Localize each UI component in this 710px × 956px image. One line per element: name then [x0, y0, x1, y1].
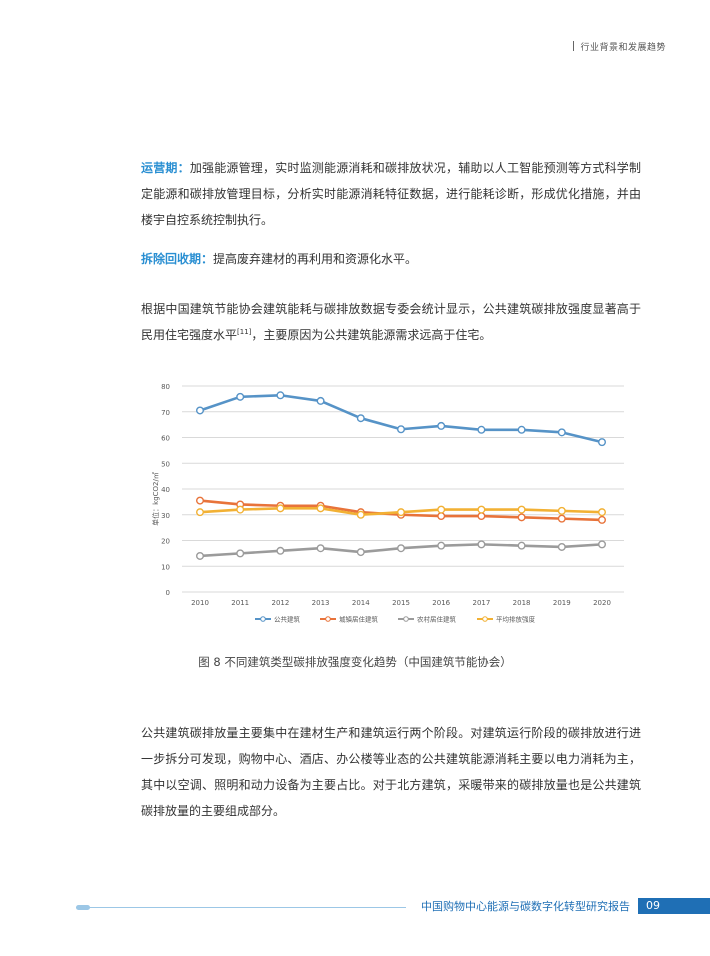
data-point	[437, 512, 446, 521]
paragraph-demolition: 拆除回收期：提高废弃建材的再利用和资源化水平。	[141, 246, 641, 272]
legend-marker	[403, 616, 409, 622]
y-tick-label: 40	[161, 486, 170, 494]
legend-label: 平均排放强度	[496, 615, 536, 624]
chart-svg: 0 10 20 30 40 50 60 70 80 2010 2011 2012 2013 2014 201…	[151, 383, 624, 624]
x-tick-label: 2018	[513, 599, 531, 607]
data-point	[276, 546, 285, 555]
data-point	[316, 396, 325, 405]
data-point	[437, 421, 446, 430]
data-point	[276, 391, 285, 400]
footer-accent	[76, 905, 90, 910]
legend-marker	[325, 616, 331, 622]
figure-caption: 图 8 不同建筑类型碳排放强度变化趋势（中国建筑节能协会）	[198, 655, 512, 669]
data-point	[517, 513, 526, 522]
paragraph-public-building-text: 公共建筑碳排放量主要集中在建材生产和建筑运行两个阶段。对建筑运行阶段的碳排放进行…	[141, 726, 641, 818]
y-tick-label: 80	[161, 383, 170, 391]
legend-marker	[482, 616, 488, 622]
data-point	[356, 548, 365, 557]
y-tick-label: 10	[161, 563, 170, 571]
data-point	[477, 512, 486, 521]
data-point	[557, 428, 566, 437]
y-axis-label: 单位：kgCO2/㎡	[151, 472, 160, 526]
paragraph-statistics: 根据中国建筑节能协会建筑能耗与碳排放数据专委会统计显示，公共建筑碳排放强度显著高…	[141, 296, 641, 348]
paragraph-demolition-text: 提高废弃建材的再利用和资源化水平。	[213, 252, 418, 266]
data-point	[196, 406, 205, 415]
x-tick-label: 2013	[312, 599, 330, 607]
data-point	[236, 392, 245, 401]
data-point	[477, 505, 486, 514]
data-point	[517, 541, 526, 550]
y-tick-label: 30	[161, 512, 170, 520]
data-point	[316, 544, 325, 553]
data-point	[437, 505, 446, 514]
keyword-operation: 运营期：	[141, 161, 190, 175]
data-point	[196, 551, 205, 560]
x-tick-label: 2020	[593, 599, 611, 607]
header-divider	[573, 41, 575, 51]
paragraph-statistics-text-a: 根据中国建筑节能协会建筑能耗与碳排放数据专委会统计显示，公共建筑碳排放强度显著高…	[141, 302, 641, 342]
data-point	[477, 425, 486, 434]
data-point	[276, 504, 285, 513]
x-tick-label: 2014	[352, 599, 370, 607]
data-point	[356, 510, 365, 519]
data-point	[598, 508, 607, 517]
data-point	[598, 515, 607, 524]
y-tick-label: 70	[161, 409, 170, 417]
paragraph-operation-text: 加强能源管理，实时监测能源消耗和碳排放状况，辅助以人工智能预测等方式科学制定能源…	[141, 161, 641, 227]
data-point	[196, 508, 205, 517]
data-point	[557, 542, 566, 551]
emission-intensity-chart: 0 10 20 30 40 50 60 70 80 2010 2011 2012 2013 2014 201…	[140, 370, 640, 630]
data-point	[397, 544, 406, 553]
section-title: 行业背景和发展趋势	[580, 43, 666, 53]
y-tick-label: 60	[161, 435, 170, 443]
x-tick-label: 2015	[392, 599, 410, 607]
data-point	[517, 425, 526, 434]
y-tick-label: 20	[161, 538, 170, 546]
legend-marker	[260, 616, 266, 622]
page-number: 09	[638, 898, 710, 914]
data-point	[517, 505, 526, 514]
data-point	[557, 514, 566, 523]
data-point	[477, 540, 486, 549]
data-point	[598, 540, 607, 549]
footer-report-title: 中国购物中心能源与碳数字化转型研究报告	[421, 900, 630, 913]
data-point	[397, 508, 406, 517]
y-tick-label: 0	[166, 589, 170, 597]
data-point	[397, 425, 406, 434]
data-point	[236, 505, 245, 514]
data-point	[236, 549, 245, 558]
header-section-label: 行业背景和发展趋势	[573, 40, 666, 53]
series-line-0	[199, 393, 603, 444]
y-tick-label: 50	[161, 460, 170, 468]
paragraph-public-building: 公共建筑碳排放量主要集中在建材生产和建筑运行两个阶段。对建筑运行阶段的碳排放进行…	[141, 720, 641, 824]
x-tick-label: 2016	[432, 599, 450, 607]
keyword-demolition: 拆除回收期：	[141, 252, 214, 266]
legend-label: 农村居住建筑	[417, 615, 457, 624]
data-point	[557, 506, 566, 515]
reference-marker[interactable]: [11]	[237, 328, 252, 336]
data-point	[316, 504, 325, 513]
x-tick-label: 2017	[472, 599, 490, 607]
footer-rule	[76, 907, 406, 908]
data-point	[437, 541, 446, 550]
x-tick-label: 2010	[191, 599, 209, 607]
legend-label: 城镇居住建筑	[339, 615, 379, 624]
chart-canvas: 0 10 20 30 40 50 60 70 80 2010 2011 2012 2013 2014 201…	[140, 370, 640, 634]
data-point	[356, 414, 365, 423]
data-point	[196, 496, 205, 505]
x-tick-label: 2019	[553, 599, 571, 607]
paragraph-statistics-text-b: ，主要原因为公共建筑能源需求远高于住宅。	[251, 328, 492, 342]
data-point	[598, 438, 607, 447]
legend-label: 公共建筑	[274, 615, 301, 624]
x-tick-label: 2012	[271, 599, 289, 607]
paragraph-operation: 运营期：加强能源管理，实时监测能源消耗和碳排放状况，辅助以人工智能预测等方式科学…	[141, 155, 641, 233]
x-tick-label: 2011	[231, 599, 249, 607]
